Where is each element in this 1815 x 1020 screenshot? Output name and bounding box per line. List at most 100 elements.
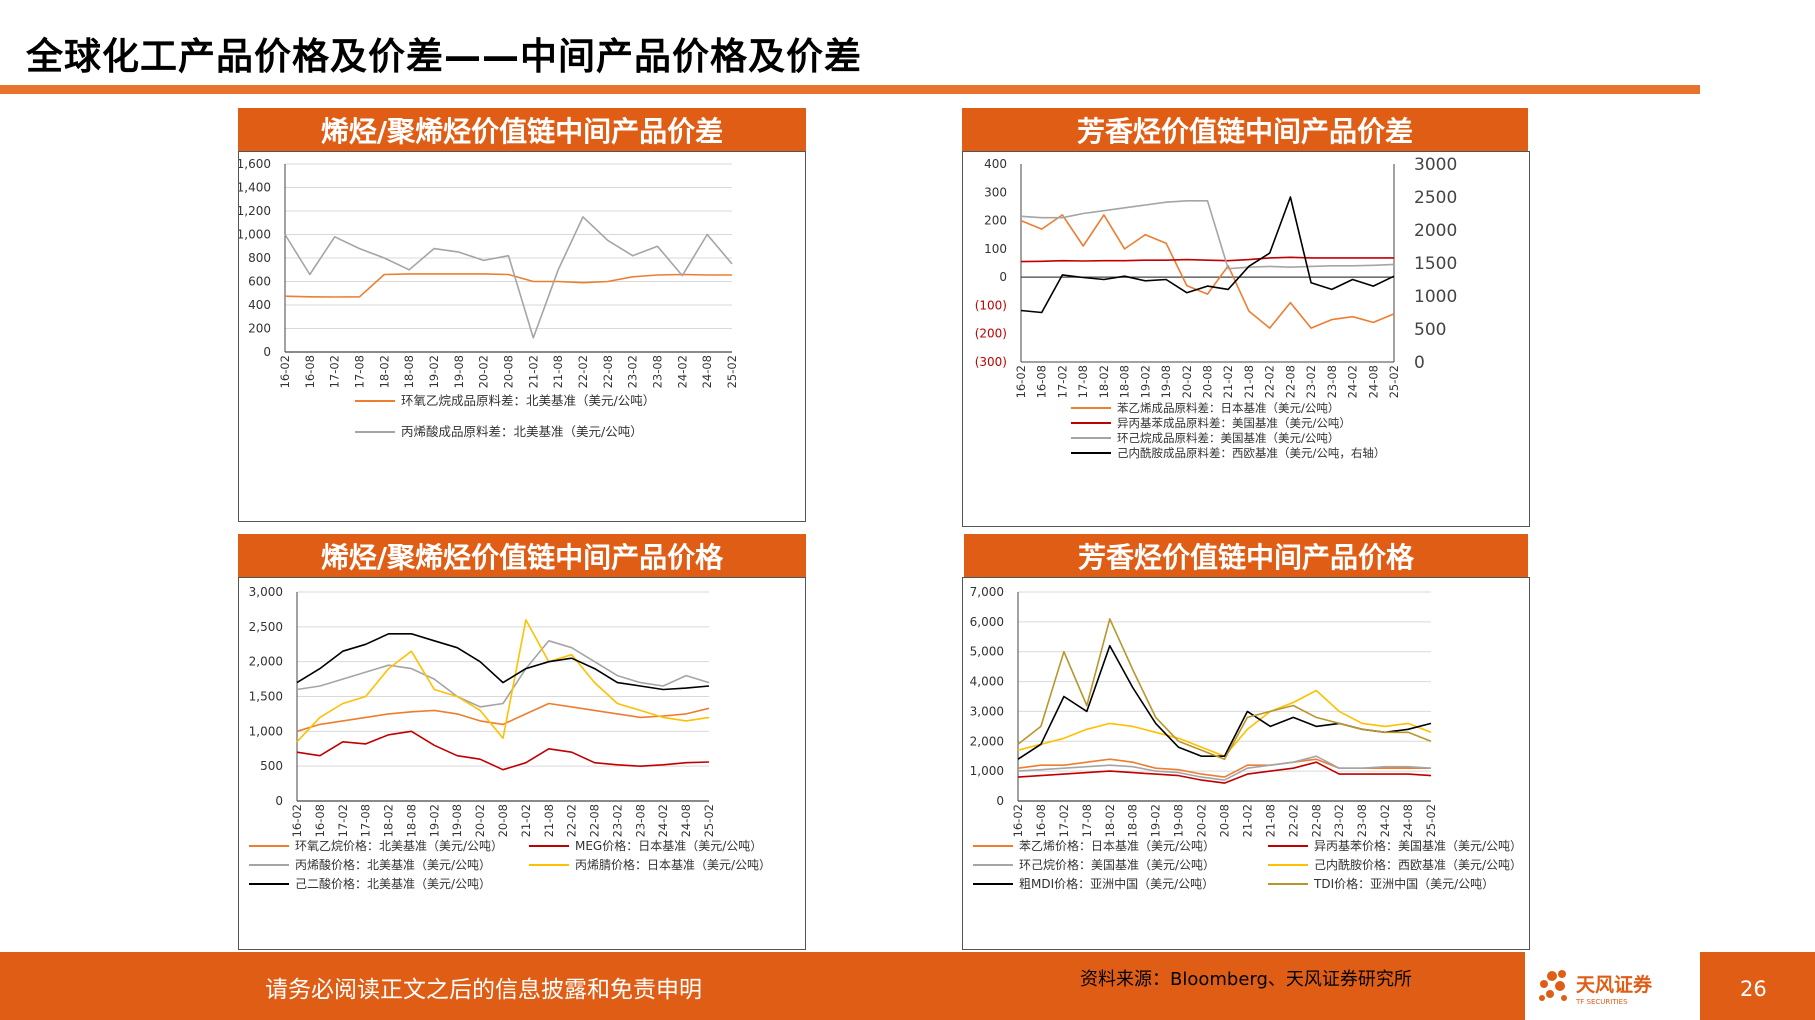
x-tick-label: 25-02 [725,355,739,388]
chart-olefin-price: 0 500 1,000 1,500 2,000 2,500 3,000 16-02 16-08 1… [238,577,806,950]
x-tick-label: 18-08 [1126,804,1140,837]
x-tick-label: 16-08 [303,355,317,388]
x-tick-label: 25-02 [702,804,716,837]
y-tick-label: 2,500 [249,620,283,634]
legend-label: 环氧乙烷成品原料差：北美基准（美元/公吨） [401,393,655,408]
x-tick-label: 24-08 [1366,365,1380,398]
y-tick-label: 600 [248,275,271,289]
y-tick-label: 1,200 [239,204,271,218]
y-tick-label: (200) [975,327,1007,341]
x-tick-label: 23-08 [1325,365,1339,398]
series-line [1017,761,1432,784]
x-tick-label: 22-08 [588,804,602,837]
x-tick-label: 20-08 [502,355,516,388]
series-line [1017,644,1432,760]
x-tick-label: 18-02 [382,804,396,837]
x-tick-label: 18-02 [1103,804,1117,837]
x-tick-label: 24-02 [1378,804,1392,837]
logo-text: 天风证券 [1576,973,1653,996]
x-tick-label: 24-08 [700,355,714,388]
legend-label: 苯乙烯价格：日本基准（美元/公吨） [1019,838,1215,853]
y-tick-label: 2,000 [249,655,283,669]
x-tick-label: 21-02 [1221,365,1235,398]
x-tick-label: 22-08 [1283,365,1297,398]
legend-label: 己内酰胺价格：西欧基准（美元/公吨） [1314,857,1522,872]
y-tick-label: 1,000 [249,724,283,738]
legend-label: 异丙基苯价格：美国基准（美元/公吨） [1314,838,1522,853]
y-tick-label: 100 [984,242,1007,256]
legend-label: 丙烯酸成品原料差：北美基准（美元/公吨） [401,424,643,439]
x-tick-label: 17-02 [336,804,350,837]
series-line [284,273,732,298]
y-tick-label: 1,500 [249,690,283,704]
x-tick-label: 20-08 [1218,804,1232,837]
y-tick-label: 1,000 [239,228,271,242]
x-tick-label: 19-02 [427,804,441,837]
series-line [296,639,710,708]
title-rule [0,85,1700,94]
y-tick-label: 3,000 [970,704,1004,718]
y-tick-label: 6,000 [970,615,1004,629]
x-tick-label: 23-08 [1355,804,1369,837]
x-tick-label: 22-02 [1263,365,1277,398]
x-tick-label: 23-02 [1304,365,1318,398]
x-tick-label: 22-08 [1309,804,1323,837]
x-tick-label: 21-02 [526,355,540,388]
y-tick-label: (300) [975,355,1007,369]
legend-label: MEG价格：日本基准（美元/公吨） [575,838,762,853]
logo-subtext: TF SECURITIES [1575,998,1628,1006]
legend-label: 丙烯酸价格：北美基准（美元/公吨） [295,857,491,872]
y-tick-label: 400 [984,157,1007,171]
x-tick-label: 19-02 [1138,365,1152,398]
legend-label: 环己烷成品原料差：美国基准（美元/公吨） [1117,431,1339,445]
y-tick-label: 0 [275,794,283,808]
x-tick-label: 24-02 [656,804,670,837]
x-tick-label: 17-02 [328,355,342,388]
x-tick-label: 20-02 [1195,804,1209,837]
x-tick-label: 24-08 [1401,804,1415,837]
series-line [1017,755,1432,781]
x-tick-label: 18-08 [402,355,416,388]
y2-tick-label: 3000 [1414,155,1457,175]
series-line [296,632,710,691]
series-line [1020,214,1395,329]
y-tick-label: (100) [975,298,1007,312]
series-line [296,619,710,743]
legend-label: 苯乙烯成品原料差：日本基准（美元/公吨） [1117,401,1339,415]
x-tick-label: 20-02 [477,355,491,388]
series-line [1017,689,1432,757]
x-tick-label: 25-02 [1387,365,1401,398]
chart-aromatic-price: 0 1,000 2,000 3,000 4,000 5,000 6,000 7,000 16-0… [962,577,1530,950]
panel-title-aromatic-price: 芳香烃价值链中间产品价格 [964,534,1528,577]
x-tick-label: 23-08 [633,804,647,837]
panel-title-aromatic-spread: 芳香烃价值链中间产品价差 [962,108,1528,151]
x-tick-label: 17-02 [1057,804,1071,837]
series-line [1020,196,1395,314]
legend-label: 环己烷价格：美国基准（美元/公吨） [1019,857,1215,872]
x-tick-label: 19-08 [1159,365,1173,398]
x-tick-label: 23-02 [1332,804,1346,837]
series-line [1020,256,1394,263]
x-tick-label: 19-02 [427,355,441,388]
x-tick-label: 23-02 [610,804,624,837]
x-tick-label: 17-08 [1076,365,1090,398]
x-tick-label: 22-02 [565,804,579,837]
y-tick-label: 200 [248,322,271,336]
x-tick-label: 22-08 [601,355,615,388]
page-title: 全球化工产品价格及价差——中间产品价格及价差 [26,35,862,78]
y-tick-label: 400 [248,298,271,312]
x-tick-label: 21-08 [1242,365,1256,398]
x-tick-label: 24-08 [679,804,693,837]
page-number: 26 [1740,977,1767,1001]
x-tick-label: 16-02 [278,355,292,388]
source-note: 资料来源：Bloomberg、天风证券研究所 [1080,969,1412,990]
x-tick-label: 23-08 [651,355,665,388]
y2-tick-label: 0 [1414,353,1425,373]
x-tick-label: 21-08 [551,355,565,388]
y-tick-label: 5,000 [970,645,1004,659]
legend-label: 己内酰胺成品原料差：西欧基准（美元/公吨，右轴） [1117,446,1385,460]
x-tick-label: 16-02 [1014,365,1028,398]
x-tick-label: 24-02 [675,355,689,388]
x-tick-label: 19-08 [452,355,466,388]
y-tick-label: 200 [984,214,1007,228]
